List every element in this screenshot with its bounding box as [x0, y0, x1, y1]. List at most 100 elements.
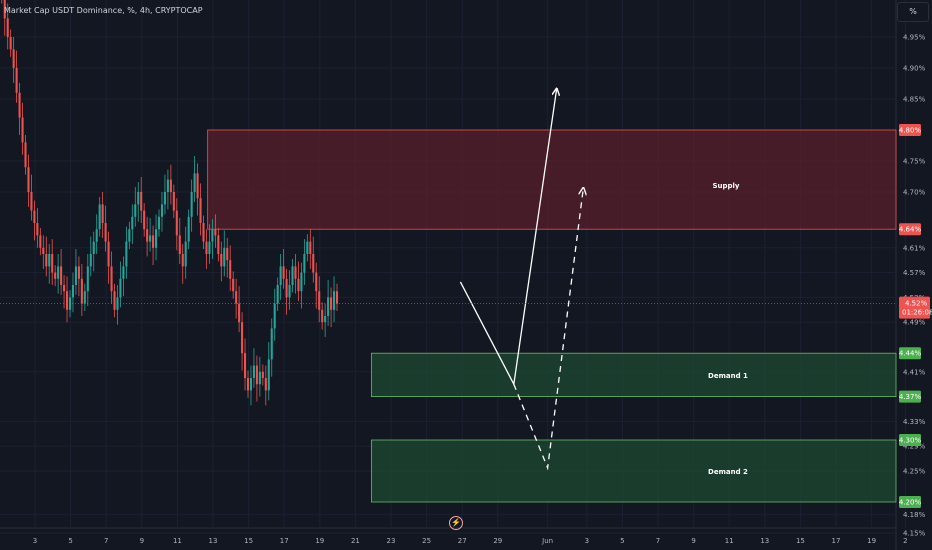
price-tag — [899, 434, 921, 446]
candle-body — [273, 303, 276, 329]
last-price-value: 4.52% — [905, 300, 928, 308]
candle-body — [12, 49, 15, 68]
candle-body — [51, 254, 54, 273]
candle-body — [202, 223, 205, 242]
time-tick-label: 25 — [422, 537, 431, 545]
time-tick-label: 7 — [656, 537, 660, 545]
candle-body — [309, 241, 312, 254]
candle-body — [125, 241, 128, 267]
price-tick-label: 4.33% — [903, 418, 926, 426]
candle-body — [303, 254, 306, 273]
time-axis[interactable]: 3 5 7 9 11 13 15 17 19 21 23 25 27 29 Jun 3 5 7 9 11 13 15 17 1… — [33, 537, 908, 545]
zone-demand-1 — [371, 352, 897, 398]
candle-body — [166, 179, 169, 192]
zone-supply — [207, 129, 897, 230]
price-tag-label: 4.44% — [899, 350, 922, 358]
price-tags: 4.80% 4.64% 4.44% 4.37% 4.30% 4.20% 4.52%01:26… — [0, 124, 932, 508]
candle-body — [315, 272, 318, 292]
candle-body — [122, 266, 125, 279]
candle-body — [33, 210, 36, 223]
zone-label-supply: Supply — [712, 182, 739, 190]
candle-body — [9, 37, 12, 50]
price-tick-label: 4.29% — [903, 443, 926, 451]
candle-body — [291, 266, 294, 285]
price-tag — [899, 347, 921, 360]
candle-body — [270, 328, 273, 360]
candle-body — [83, 291, 86, 304]
candle-body — [98, 204, 101, 230]
time-tick-label: 9 — [691, 537, 695, 545]
candle-body — [321, 309, 324, 323]
candle-body — [196, 173, 199, 199]
price-tick-label: 4.75% — [903, 158, 926, 166]
time-tick-label: 5 — [68, 537, 72, 545]
candle-body — [95, 229, 98, 242]
candle-body — [178, 235, 181, 254]
candle-body — [229, 260, 232, 279]
candle-body — [143, 210, 146, 230]
candle-body — [24, 142, 27, 168]
candle-body — [60, 266, 63, 285]
candle-body — [223, 247, 226, 267]
candle-body — [335, 291, 339, 304]
candle-body — [199, 198, 202, 223]
candle-body — [187, 216, 190, 242]
zone-label-demand-1: Demand 1 — [708, 372, 748, 380]
price-tick-label: 4.15% — [903, 530, 926, 538]
candle-body — [86, 266, 89, 292]
candle-body — [48, 254, 51, 267]
price-tick-label: 4.70% — [903, 189, 926, 197]
candle-body — [54, 272, 57, 279]
candle-body — [279, 266, 282, 285]
zone-label-demand-2: Demand 2 — [708, 468, 748, 476]
price-tag-label: 4.80% — [899, 127, 922, 135]
candle-body — [146, 229, 149, 242]
candle-body — [246, 378, 250, 391]
price-axis[interactable]: 4.95%4.90%4.85%4.75%4.70%4.61%4.57%4.53%… — [903, 34, 926, 538]
candle-body — [134, 204, 137, 217]
time-tick-label: 23 — [387, 537, 396, 545]
candle-body — [255, 365, 258, 385]
candle-body — [276, 285, 279, 304]
candle-body — [131, 216, 134, 230]
price-tag — [899, 223, 921, 236]
last-price-tag — [899, 296, 930, 319]
candle-body — [238, 303, 241, 323]
candle-body — [169, 179, 172, 192]
time-tick-label: 17 — [280, 537, 289, 545]
candle-body — [63, 285, 66, 292]
candle-body — [249, 378, 253, 391]
candle-body — [3, 0, 6, 19]
candle-body — [217, 235, 220, 254]
candle-body — [155, 229, 158, 248]
candle-body — [68, 297, 72, 310]
candle-body — [235, 291, 238, 304]
candle-body — [258, 371, 261, 385]
candle-body — [71, 285, 75, 298]
candle-body — [318, 291, 321, 310]
candle-body — [324, 316, 327, 323]
lightning-icon[interactable]: ⚡ — [449, 516, 463, 530]
countdown-timer: 01:26:08 — [902, 309, 932, 317]
percent-scale-button[interactable]: % — [897, 2, 929, 22]
candle-body — [297, 278, 300, 292]
chart-title: Market Cap USDT Dominance, %, 4h, CRYPTO… — [4, 6, 203, 15]
candle-body — [21, 117, 24, 143]
time-tick-label: 7 — [104, 537, 108, 545]
price-tag-label: 4.20% — [899, 499, 922, 507]
price-tag — [899, 390, 921, 403]
time-tick-label: 11 — [173, 537, 182, 545]
price-tick-label: 4.95% — [903, 34, 926, 42]
candle-body — [330, 297, 333, 310]
candle-body — [288, 285, 291, 298]
candle-body — [214, 229, 217, 236]
price-tag-label: 4.64% — [899, 226, 922, 234]
price-tag-label: 4.37% — [899, 393, 922, 401]
time-tick-label: 9 — [140, 537, 144, 545]
time-tick-label: Jun — [541, 537, 553, 545]
candle-body — [261, 371, 264, 378]
candle-body — [57, 266, 60, 279]
price-tag-label: 4.30% — [899, 437, 922, 445]
candle-body — [110, 266, 113, 292]
